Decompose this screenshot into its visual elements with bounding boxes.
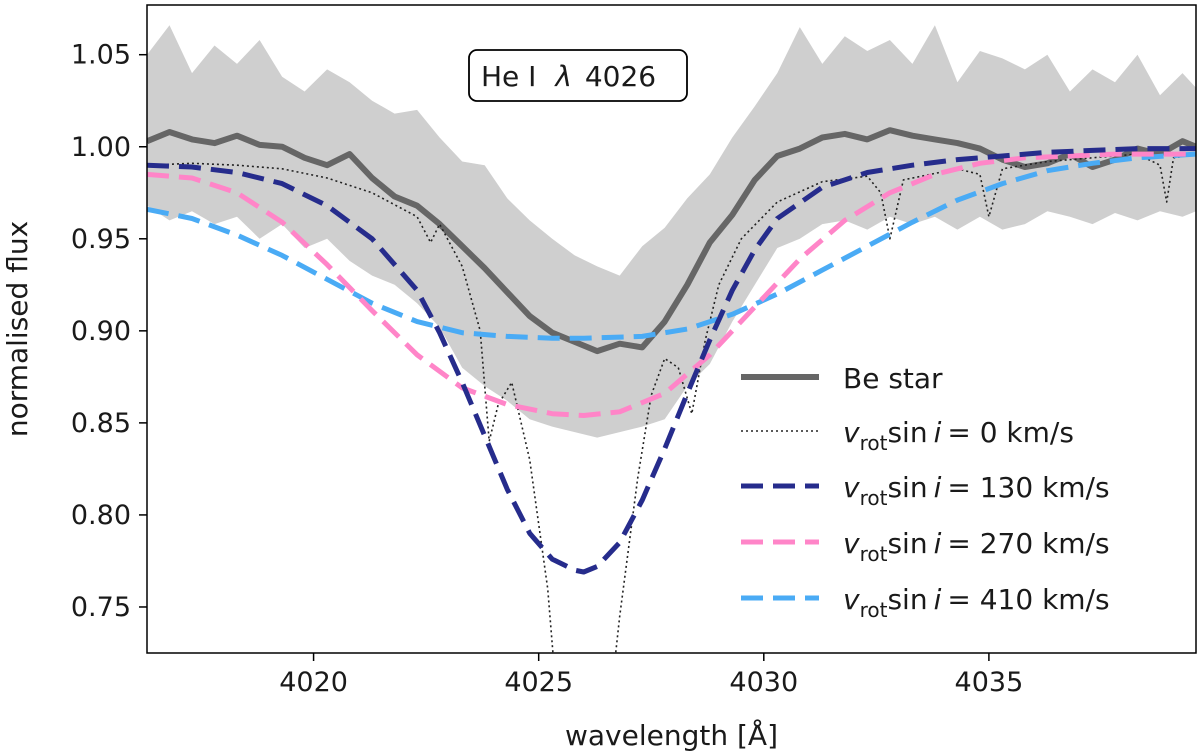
axes-frame bbox=[146, 4, 1197, 654]
plot-area bbox=[147, 25, 1196, 653]
annotation-wavelength: 4026 bbox=[585, 60, 656, 93]
legend-i-v270: i bbox=[934, 527, 942, 560]
y-tick-label: 0.95 bbox=[71, 224, 131, 255]
y-tick-label: 0.90 bbox=[71, 316, 131, 347]
x-tick-label: 4030 bbox=[729, 667, 798, 698]
legend-v-v130: v bbox=[843, 471, 860, 504]
be-star-spread-band bbox=[147, 25, 1196, 438]
svg-text:He I λ 4026: He I λ 4026 bbox=[481, 60, 656, 93]
annotation-element: He I bbox=[481, 60, 536, 93]
legend-sub-v410: rot bbox=[860, 598, 888, 622]
legend-i-v0: i bbox=[934, 416, 942, 449]
legend-v-v270: v bbox=[843, 527, 860, 560]
legend-v-v410: v bbox=[843, 583, 860, 616]
x-tick-label: 4020 bbox=[279, 667, 348, 698]
legend-entry-be-star: Be star bbox=[741, 362, 943, 395]
y-tick-label: 0.85 bbox=[71, 408, 131, 439]
series-line-v270 bbox=[147, 151, 1196, 418]
legend-eq-v130: = 130 km/s bbox=[947, 471, 1109, 504]
annotation-box bbox=[468, 49, 688, 102]
legend-i-v130: i bbox=[934, 471, 942, 504]
legend-eq-v270: = 270 km/s bbox=[947, 527, 1109, 560]
series-line-be-star bbox=[147, 127, 1196, 355]
legend-eq-v410: = 410 km/s bbox=[947, 583, 1109, 616]
legend-sub-v270: rot bbox=[860, 542, 888, 566]
legend-sub-v0: rot bbox=[860, 431, 888, 455]
legend-eq-v0: = 0 km/s bbox=[947, 416, 1074, 449]
y-tick-label: 0.80 bbox=[71, 500, 131, 531]
y-axis-label: normalised flux bbox=[1, 221, 34, 437]
legend-sin-v410: sin bbox=[887, 583, 927, 616]
legend-entry-v410: vrotsin i = 410 km/s bbox=[741, 583, 1110, 622]
legend-label-be-star: Be star bbox=[843, 362, 943, 395]
legend-i-v410: i bbox=[934, 583, 942, 616]
legend-entry-v130: vrotsin i = 130 km/s bbox=[741, 471, 1110, 510]
legend-entry-v270: vrotsin i = 270 km/s bbox=[741, 527, 1110, 566]
series-line-v130 bbox=[147, 146, 1196, 575]
y-tick-label: 0.75 bbox=[71, 592, 131, 623]
x-tick-label: 4035 bbox=[955, 667, 1024, 698]
legend-sin-v0: sin bbox=[887, 416, 927, 449]
legend-sin-v270: sin bbox=[887, 527, 927, 560]
x-tick-label: 4025 bbox=[504, 667, 573, 698]
y-tick-label: 1.00 bbox=[71, 132, 131, 163]
legend-v-v0: v bbox=[843, 416, 860, 449]
legend: Be star vrotsin i = 0 km/s vrotsin i = 130 k… bbox=[741, 362, 1110, 622]
x-axis-label: wavelength [Å] bbox=[565, 718, 778, 752]
legend-entry-v0: vrotsin i = 0 km/s bbox=[741, 416, 1074, 455]
annotation-lambda: λ bbox=[553, 60, 572, 93]
line-annotation: He I λ 4026 bbox=[468, 49, 688, 102]
tick-layer: 4020 4025 4030 4035 0.75 0.80 0.85 0.90 0.95 1.00… bbox=[71, 40, 1023, 698]
y-tick-label: 1.05 bbox=[71, 40, 131, 71]
legend-sub-v130: rot bbox=[860, 486, 888, 510]
legend-sin-v130: sin bbox=[887, 471, 927, 504]
